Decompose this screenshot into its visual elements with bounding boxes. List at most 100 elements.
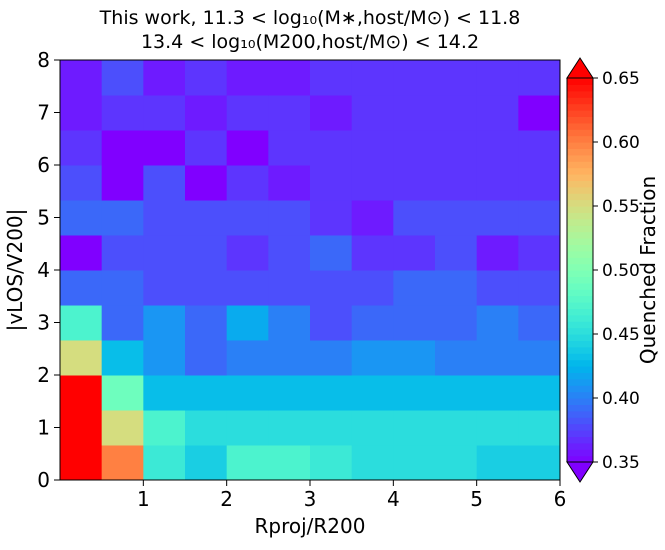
heatmap-cell [518,339,561,376]
heatmap-cell [101,95,144,131]
heatmap-cell [310,305,353,341]
colorbar-segment [567,455,593,463]
colorbar-segment [567,366,593,373]
heatmap-cell [226,444,269,481]
x-tick-label: 3 [304,487,317,511]
heatmap-cell [518,165,561,201]
heatmap-cell [268,200,311,236]
heatmap-cell [518,305,561,341]
colorbar-segment [567,404,593,412]
heatmap-cell [185,375,228,411]
y-tick-label: 5 [37,206,50,230]
heatmap-cell [185,200,228,236]
colorbar-segment [567,129,593,137]
heatmap-cell [101,270,144,306]
heatmap-cell [268,129,311,166]
heatmap-cell [518,60,561,96]
heatmap-cell [393,60,436,96]
colorbar-segment [567,321,593,329]
heatmap-cell [143,234,186,271]
heatmap-cell [185,410,228,446]
colorbar-segment [567,193,593,201]
heatmap-cell [393,270,436,306]
heatmap-cell [60,200,103,236]
heatmap-cell [60,305,103,341]
heatmap-cell [310,339,353,376]
colorbar-segment [567,148,593,156]
heatmap-cell [143,339,186,376]
colorbar-segment [567,353,593,361]
colorbar-segment [567,212,593,220]
colorbar-segment [567,199,593,207]
heatmap-cell [351,410,394,446]
heatmap-cell [393,339,436,376]
heatmap-cell [101,60,144,96]
colorbar-segment [567,103,593,111]
heatmap-cell [268,270,311,306]
colorbar-segment [567,372,593,380]
heatmap-cell [476,305,519,341]
colorbar-segment [567,282,593,290]
heatmap-cell [435,305,478,341]
heatmap-cell [518,375,561,411]
colorbar-segment [567,174,593,181]
heatmap-cell [101,305,144,341]
heatmap-cell [310,375,353,411]
heatmap [60,60,561,481]
y-axis-label: |vLOS/V200| [3,209,27,332]
heatmap-cell [393,165,436,201]
heatmap-cell [101,375,144,411]
heatmap-cell [518,444,561,481]
heatmap-cell [310,270,353,306]
heatmap-cell [393,444,436,481]
heatmap-cell [393,410,436,446]
heatmap-cell [268,165,311,201]
heatmap-cell [435,375,478,411]
heatmap-cell [226,234,269,271]
heatmap-cell [351,60,394,96]
heatmap-cell [393,305,436,341]
heatmap-cell [476,270,519,306]
heatmap-cell [185,444,228,481]
heatmap-cell [476,234,519,271]
colorbar-segment [567,378,593,386]
colorbar-segment [567,167,593,175]
colorbar-segment [567,186,593,194]
heatmap-cell [435,234,478,271]
heatmap-cell [310,410,353,446]
heatmap-cell [185,95,228,131]
heatmap-cell [393,234,436,271]
heatmap-cell [268,375,311,411]
heatmap-cell [435,444,478,481]
heatmap-cell [351,200,394,236]
heatmap-cell [268,444,311,481]
heatmap-cell [143,444,186,481]
heatmap-cell [143,95,186,131]
x-tick-label: 6 [554,487,567,511]
chart-subtitle: 13.4 < log₁₀(M200,host/M⊙) < 14.2 [141,31,479,53]
heatmap-cell [351,95,394,131]
colorbar-segment [567,116,593,124]
heatmap-cell [268,339,311,376]
colorbar-segment [567,423,593,431]
heatmap-cell [143,305,186,341]
colorbar-segment [567,398,593,405]
heatmap-cell [518,129,561,166]
heatmap-cell [476,129,519,166]
heatmap-cell [226,375,269,411]
heatmap-cell [143,165,186,201]
heatmap-cell [310,60,353,96]
heatmap-cell [310,234,353,271]
colorbar-tick-label: 0.60 [602,133,640,153]
heatmap-cell [518,410,561,446]
x-axis-label: Rproj/R200 [255,514,366,538]
colorbar-segment [567,142,593,149]
heatmap-cell [60,234,103,271]
heatmap-cell [310,95,353,131]
colorbar-segment [567,276,593,284]
colorbar-segment [567,314,593,322]
heatmap-cell [268,410,311,446]
heatmap-cell [518,234,561,271]
x-tick-label: 4 [387,487,400,511]
